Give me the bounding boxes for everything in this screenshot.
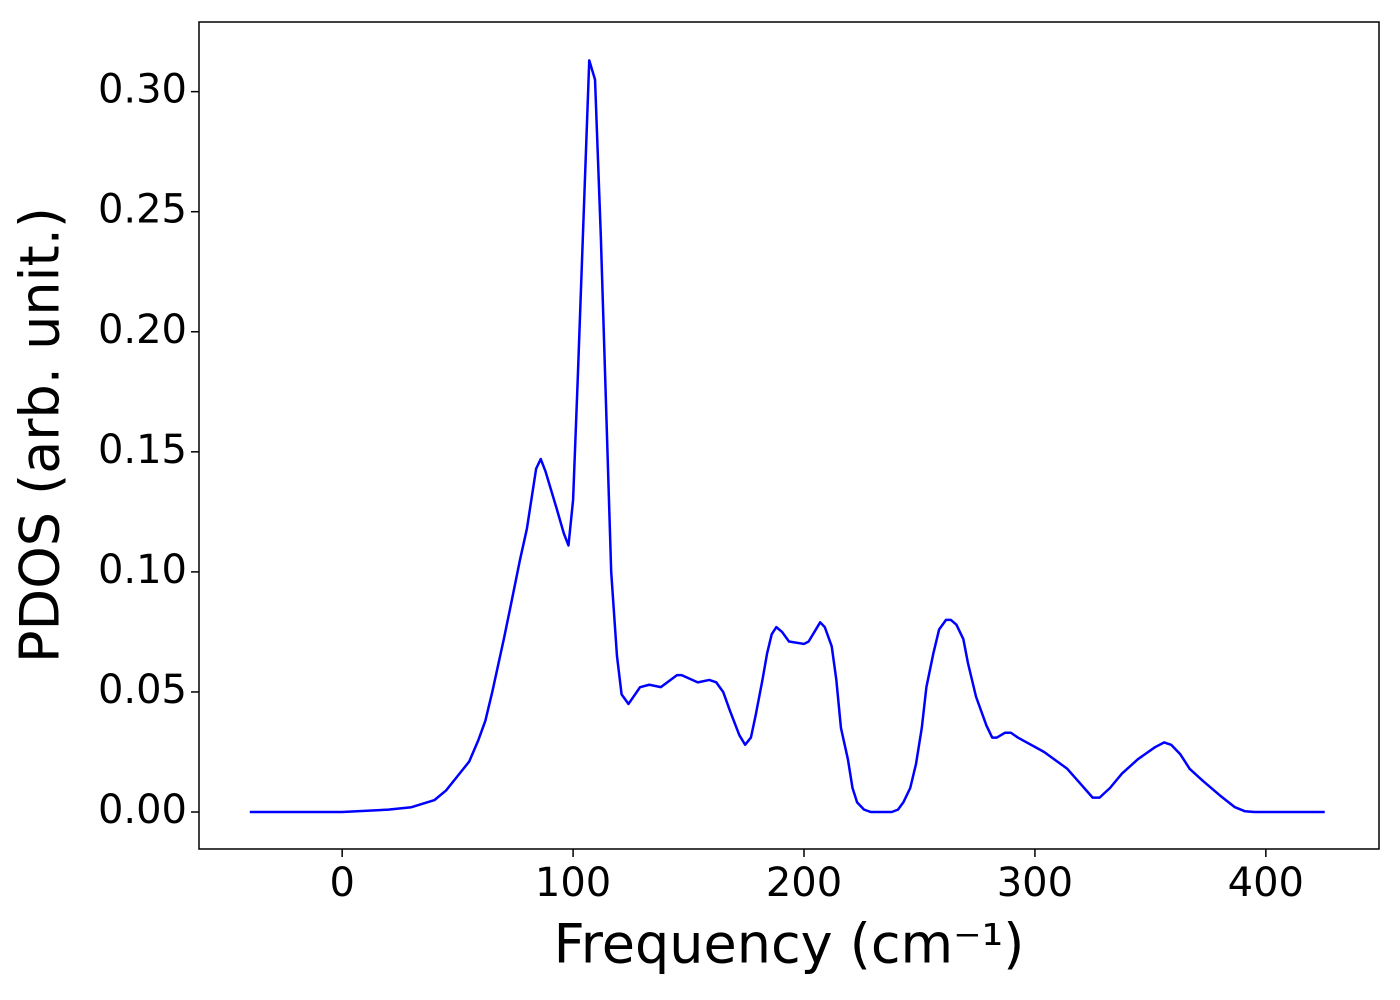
y-tick-label: 0.25 xyxy=(98,187,187,233)
x-axis-label: Frequency (cm⁻¹) xyxy=(554,913,1025,976)
y-tick-label: 0.20 xyxy=(98,307,187,353)
x-tick-label: 200 xyxy=(766,860,842,906)
x-tick-label: 300 xyxy=(997,860,1073,906)
y-tick-label: 0.30 xyxy=(98,67,187,113)
x-tick-label: 100 xyxy=(535,860,611,906)
plot-frame xyxy=(198,21,1380,850)
x-tick-label: 400 xyxy=(1228,860,1304,906)
data-line xyxy=(249,59,1325,814)
y-tick-label: 0.05 xyxy=(98,667,187,713)
y-tick-label: 0.10 xyxy=(98,547,187,593)
x-tick-label: 0 xyxy=(329,860,354,906)
y-tick-label: 0.15 xyxy=(98,427,187,473)
y-axis-label: PDOS (arb. unit.) xyxy=(9,207,72,663)
y-tick-label: 0.00 xyxy=(98,787,187,833)
